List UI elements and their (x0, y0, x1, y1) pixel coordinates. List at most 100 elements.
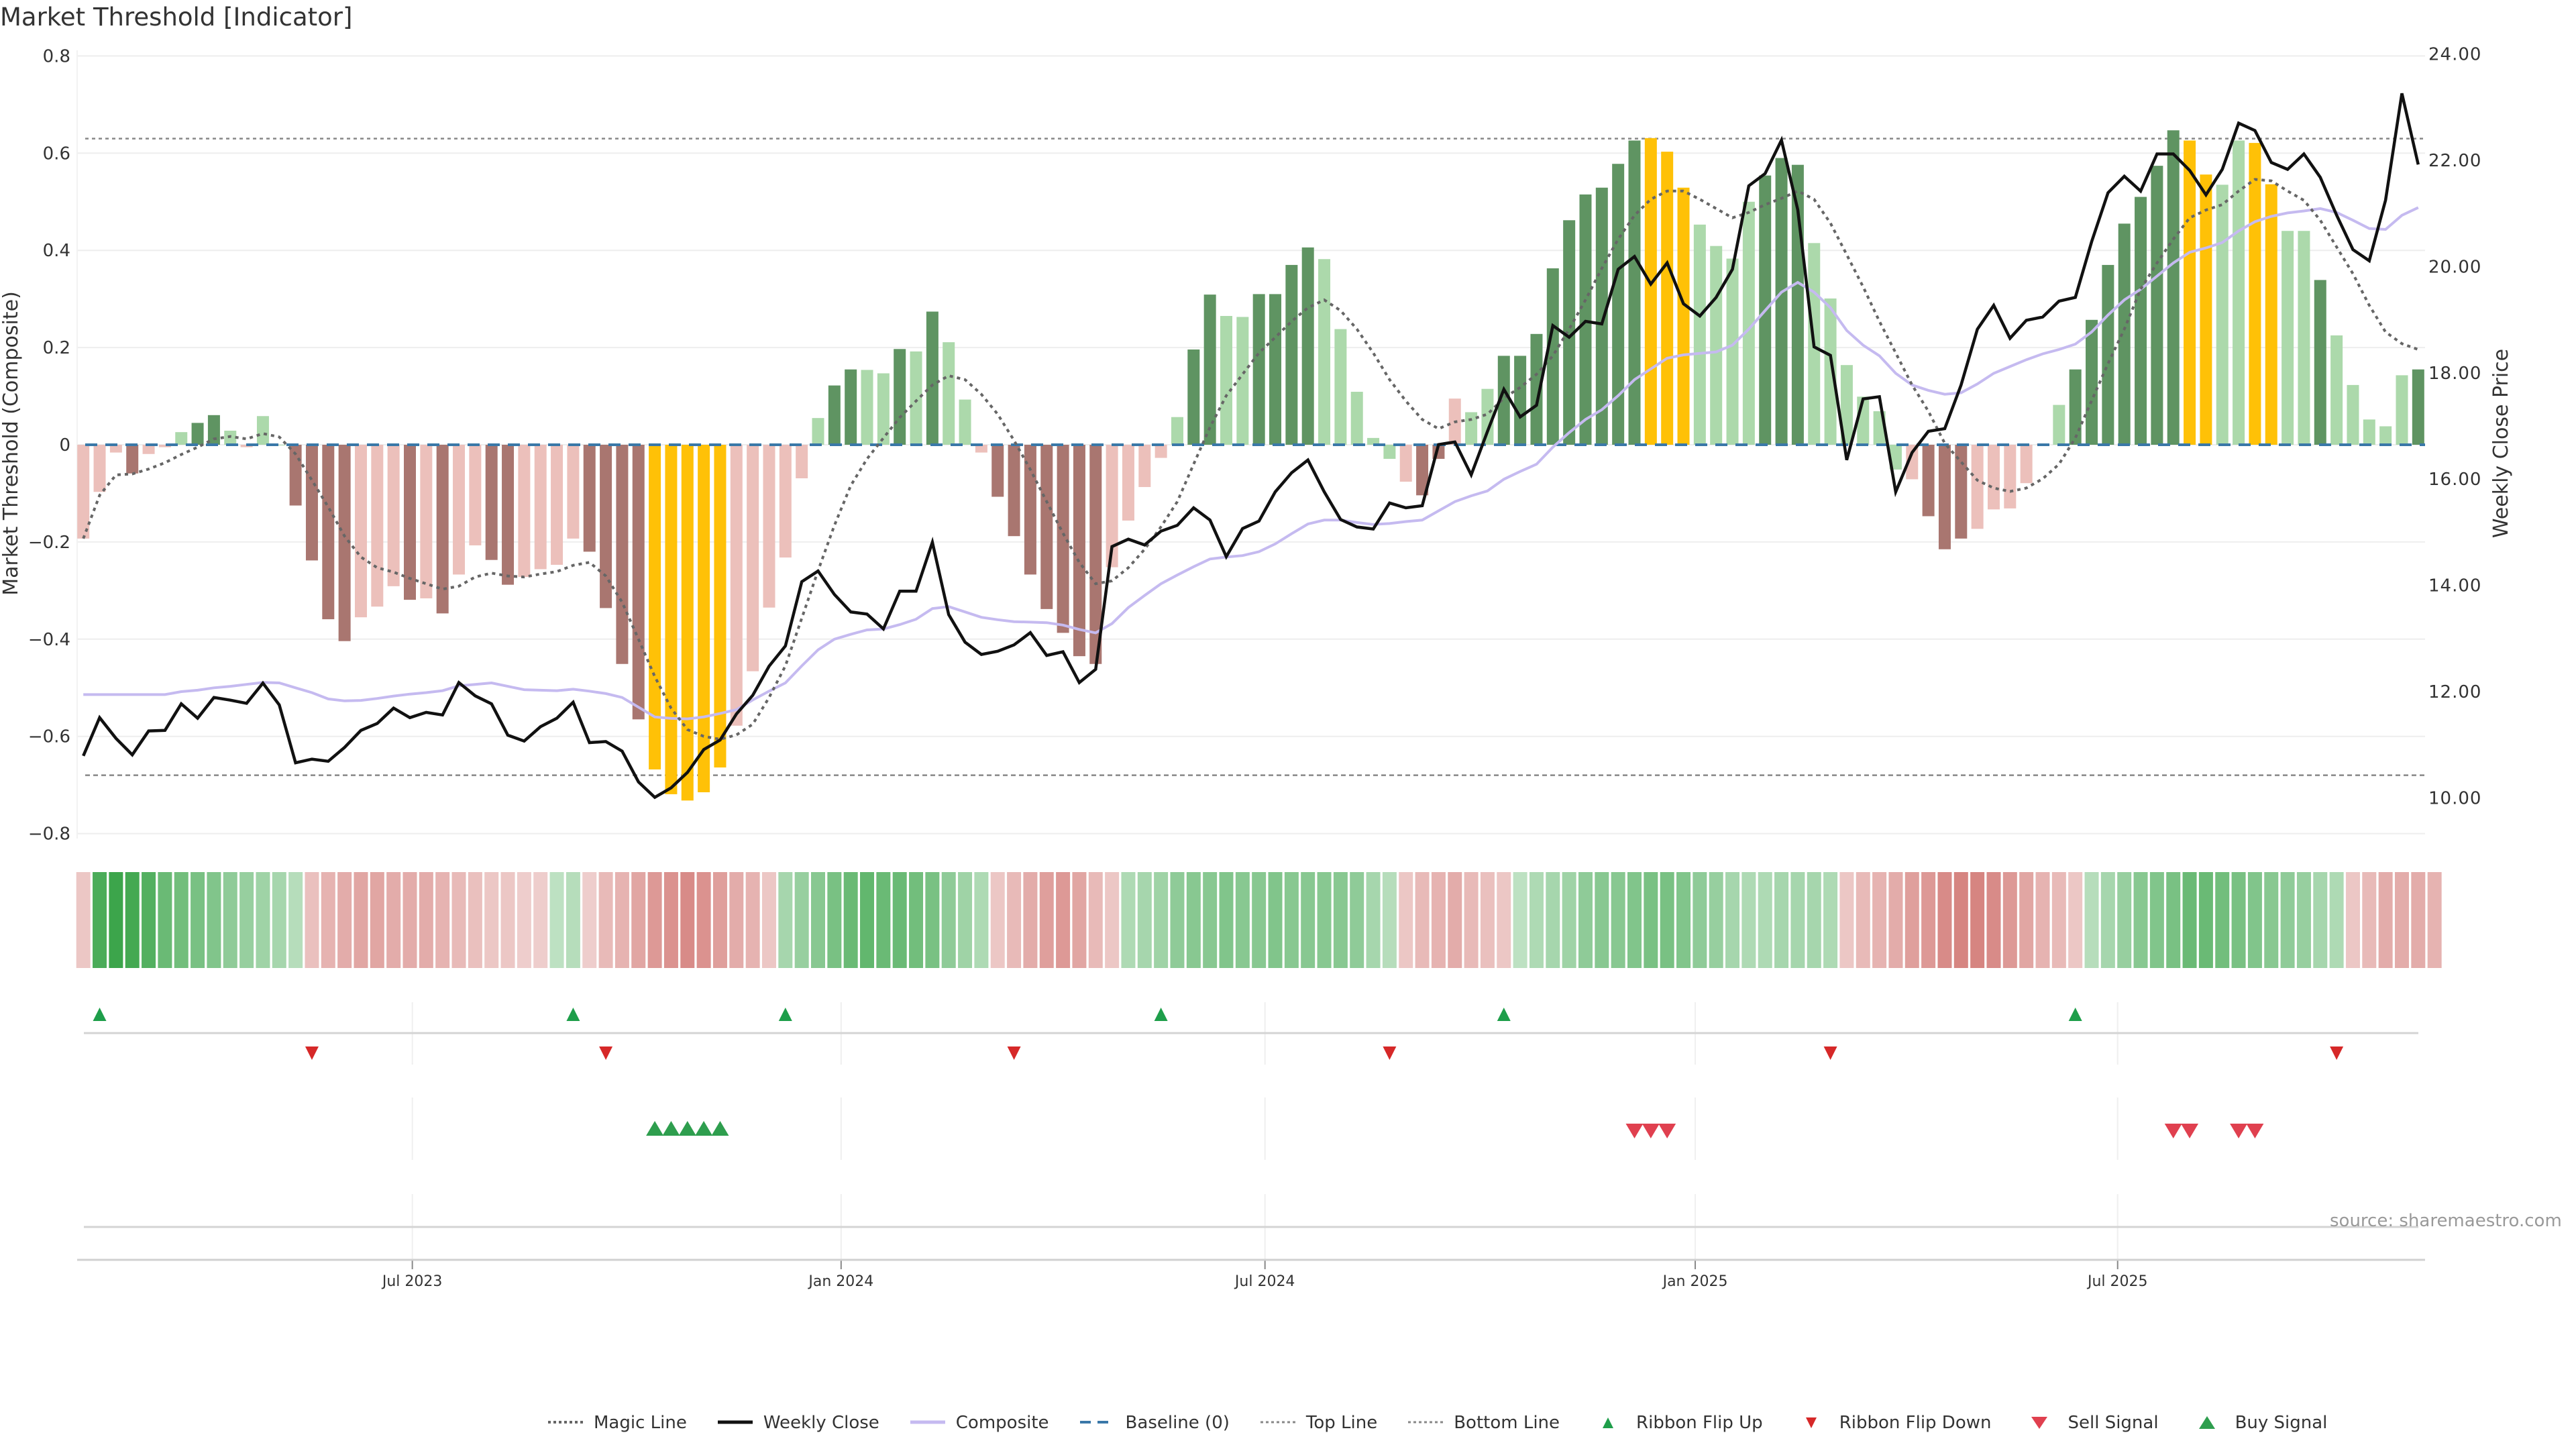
ribbon-cell (1774, 872, 1789, 968)
ribbon-cell (1709, 872, 1723, 968)
composite-bar-light-red (142, 445, 155, 454)
chart-title: Market Threshold [Indicator] (0, 3, 353, 32)
composite-bar-yellow (714, 445, 727, 768)
magic-line (82, 178, 2419, 741)
sell-signal-icon (1642, 1124, 1660, 1138)
ribbon-cell (1415, 872, 1430, 968)
legend-item-flip-up[interactable]: Ribbon Flip Up (1589, 1413, 1763, 1433)
ribbon-cell (1741, 872, 1756, 968)
composite-bar-dark-green (1301, 247, 1314, 445)
ribbon-cell (142, 872, 156, 968)
ribbon-cell (811, 872, 825, 968)
composite-bar-dark-green (207, 415, 220, 445)
composite-bar-dark-green (845, 369, 857, 445)
composite-bar-dark-red (1938, 445, 1951, 549)
legend-sell-icon (2031, 1417, 2048, 1429)
composite-bar-light-red (551, 445, 564, 565)
sell-signal-icon (2230, 1124, 2248, 1138)
composite-bar-light-red (158, 445, 171, 447)
ribbon-cell (2051, 872, 2066, 968)
ribbon-flip-down-icon (1823, 1046, 1837, 1060)
legend-item-buy[interactable]: Buy Signal (2188, 1413, 2327, 1433)
ribbon-cell (517, 872, 531, 968)
composite-bar-light-red (796, 445, 808, 478)
ribbon-cell (2231, 872, 2246, 968)
ribbon-cell (614, 872, 629, 968)
composite-bar-light-red (109, 445, 122, 453)
ribbon-cell (549, 872, 564, 968)
ribbon-cell (109, 872, 123, 968)
ribbon-cell (647, 872, 662, 968)
ribbon-cell (1072, 872, 1087, 968)
ribbon-cell (370, 872, 384, 968)
legend-item-composite[interactable]: Composite (909, 1413, 1049, 1433)
legend-composite-icon (910, 1420, 945, 1424)
composite-bar-dark-green (1514, 356, 1527, 445)
ribbon-cell (925, 872, 940, 968)
ribbon-cell (484, 872, 499, 968)
ribbon-cell (1497, 872, 1511, 968)
ribbon-flip-down-icon (1383, 1046, 1397, 1060)
composite-bar-light-green (1889, 445, 1902, 470)
ribbon-cell (680, 872, 695, 968)
ribbon-cell (1284, 872, 1299, 968)
composite-bar-light-green (1693, 224, 1706, 445)
ribbon-cell (1627, 872, 1642, 968)
composite-bar-light-green (1824, 298, 1837, 445)
legend-label: Ribbon Flip Down (1839, 1413, 1992, 1433)
composite-bar-light-green (1236, 317, 1249, 445)
legend-item-magic[interactable]: Magic Line (547, 1413, 687, 1433)
composite-bar-light-green (877, 373, 890, 445)
ribbon-cell (1464, 872, 1479, 968)
composite-bar-dark-green (2069, 369, 2082, 445)
ribbon-cell (598, 872, 613, 968)
composite-bar-light-green (2298, 231, 2310, 445)
ribbon-cell (1921, 872, 1936, 968)
ribbon-cell (2068, 872, 2083, 968)
ribbon-cell (2411, 872, 2426, 968)
composite-bar-dark-green (2151, 166, 2163, 445)
composite-bar-yellow (1644, 138, 1657, 445)
composite-bar-light-red (420, 445, 433, 598)
composite-bar-dark-green (1612, 164, 1625, 445)
composite-bar-dark-green (2135, 197, 2147, 445)
ribbon-cell (1676, 872, 1691, 968)
ribbon-cell (288, 872, 303, 968)
sell-signal-icon (2246, 1124, 2264, 1138)
composite-bar-light-red (2004, 445, 2017, 508)
ribbon-cell (1333, 872, 1348, 968)
ribbon-cell (712, 872, 727, 968)
legend-item-bottom[interactable]: Bottom Line (1407, 1413, 1560, 1433)
ribbon-cell (2149, 872, 2164, 968)
ribbon-cell (1856, 872, 1870, 968)
ribbon-cell (1937, 872, 1952, 968)
composite-bar-light-green (2233, 140, 2245, 445)
legend-item-top[interactable]: Top Line (1259, 1413, 1377, 1433)
composite-bar-light-red (1399, 445, 1412, 482)
y-tick-label: −0.8 (28, 824, 70, 845)
y2-tick-label: 20.00 (2428, 257, 2481, 277)
ribbon-cell (2035, 872, 2050, 968)
ribbon-cell (1888, 872, 1903, 968)
composite-bar-light-green (1383, 445, 1396, 460)
composite-bar-light-green (1742, 201, 1755, 445)
legend-item-baseline[interactable]: Baseline (0) (1079, 1413, 1230, 1433)
composite-bar-dark-green (2167, 130, 2180, 445)
ribbon-cell (2378, 872, 2393, 968)
composite-bar-dark-red (1416, 445, 1429, 496)
composite-bar-light-green (943, 342, 955, 445)
legend-item-close[interactable]: Weekly Close (716, 1413, 879, 1433)
y2-tick-label: 24.00 (2428, 45, 2481, 65)
ribbon-cell (941, 872, 956, 968)
legend-item-sell[interactable]: Sell Signal (2021, 1413, 2159, 1433)
ribbon-cell (2394, 872, 2409, 968)
y2-tick-label: 12.00 (2428, 682, 2481, 702)
ribbon-cell (2362, 872, 2377, 968)
composite-bar-dark-red (616, 445, 629, 664)
ribbon-cell (1154, 872, 1169, 968)
composite-bar-dark-green (1203, 294, 1216, 445)
legend-item-flip-down[interactable]: Ribbon Flip Down (1792, 1413, 1992, 1433)
composite-bar-dark-green (1628, 140, 1641, 445)
ribbon-cell (1382, 872, 1397, 968)
composite-bar-light-green (2347, 384, 2359, 445)
